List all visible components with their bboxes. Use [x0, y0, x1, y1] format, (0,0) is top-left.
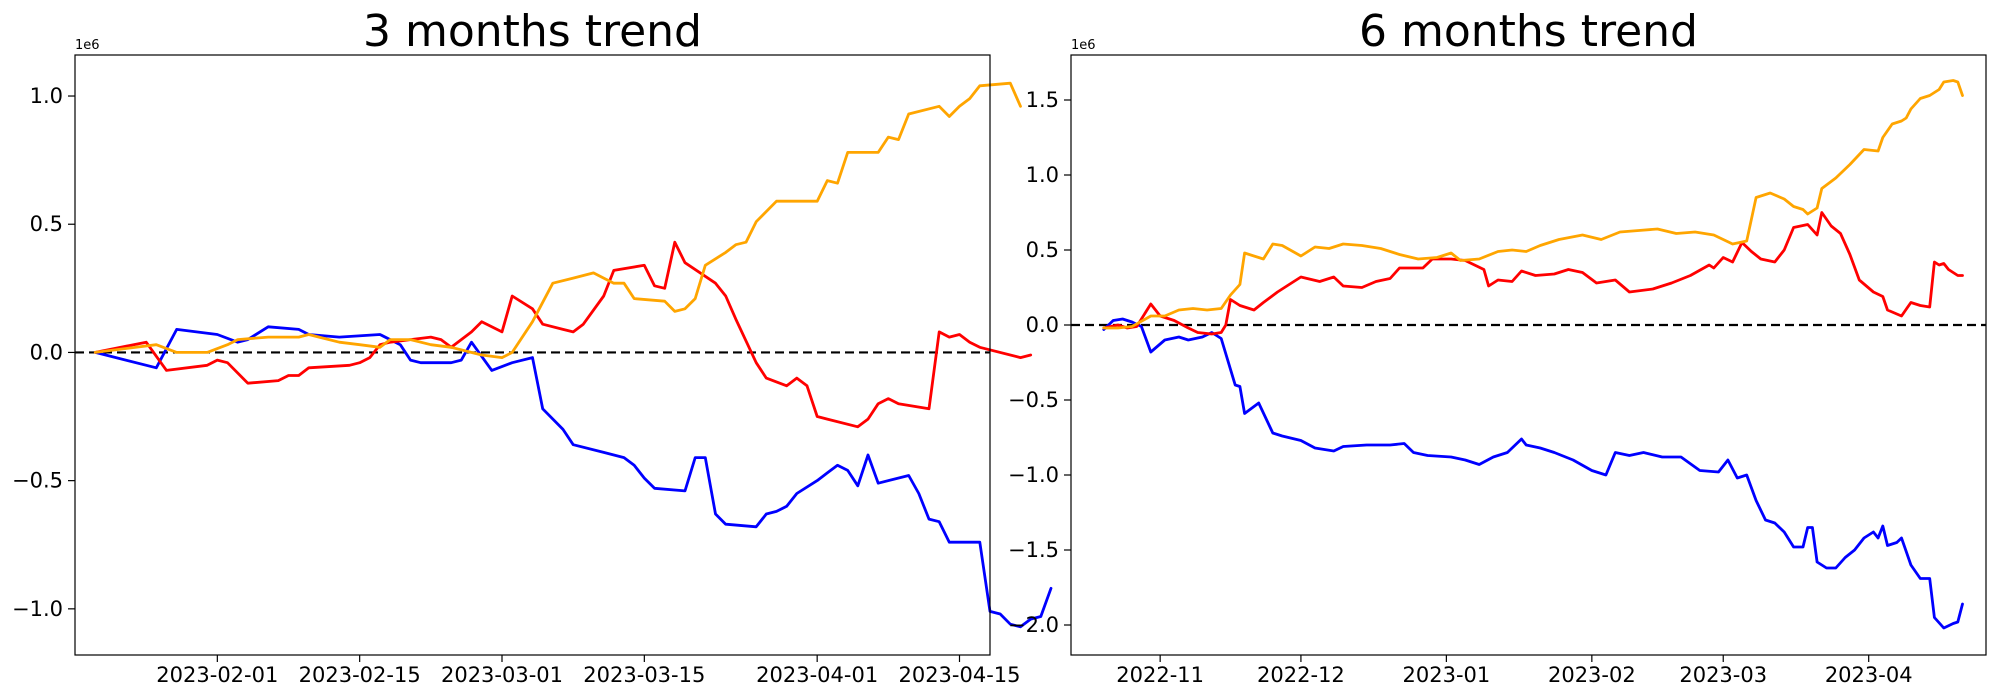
y-tick-label: −1.0 — [1008, 463, 1059, 487]
x-tick-label: 2023-04-15 — [898, 663, 1020, 687]
y-tick-label: −1.0 — [12, 597, 63, 621]
chart-title: 6 months trend — [1359, 6, 1698, 57]
x-tick-label: 2023-03-01 — [441, 663, 563, 687]
series-line-red — [1102, 211, 1964, 336]
x-tick-label: 2023-02-01 — [156, 663, 278, 687]
y-tick-label: −0.5 — [12, 469, 63, 493]
chart-3-months: 3 months trend 1e6 1.0 0.5 0.0 −0.5 −1.0 2023-0… — [12, 6, 1053, 687]
series-line-orange — [1102, 79, 1964, 330]
y-tick-label: −1.5 — [1008, 538, 1059, 562]
plot-frame — [1070, 54, 1987, 656]
y-tick-label: 0.0 — [1026, 313, 1059, 337]
y-tick-label: −0.5 — [1008, 388, 1059, 412]
x-tick-label: 2023-01 — [1403, 663, 1491, 687]
y-tick-label: 1.5 — [1026, 88, 1059, 112]
chart-6-months: 6 months trend 1e6 1.5 1.0 0.5 0.0 −0.5 −1.0 −1.… — [1008, 6, 1987, 687]
x-tick-label: 2023-02-15 — [299, 663, 421, 687]
x-tick-label: 2023-04-01 — [756, 663, 878, 687]
y-axis-multiplier: 1e6 — [75, 38, 100, 53]
x-tick-label: 2022-11 — [1116, 663, 1204, 687]
y-tick-label: 0.5 — [30, 212, 63, 236]
y-tick-label: 0.5 — [1026, 238, 1059, 262]
y-tick-label: −2.0 — [1008, 613, 1059, 637]
y-axis-multiplier: 1e6 — [1071, 38, 1096, 53]
x-tick-label: 2023-02 — [1548, 663, 1636, 687]
plot-frame — [74, 54, 991, 656]
x-tick-label: 2023-03 — [1679, 663, 1767, 687]
series-line-orange — [93, 81, 1022, 359]
y-tick-label: 1.0 — [1026, 163, 1059, 187]
y-tick-label: 0.0 — [30, 340, 63, 364]
x-tick-label: 2023-03-15 — [583, 663, 705, 687]
series-line-red — [93, 240, 1033, 429]
x-tick-label: 2023-04 — [1825, 663, 1913, 687]
series-line-blue — [93, 325, 1053, 629]
chart-title: 3 months trend — [363, 6, 702, 57]
y-tick-label: 1.0 — [30, 84, 63, 108]
x-tick-label: 2022-12 — [1257, 663, 1345, 687]
series-line-blue — [1102, 317, 1964, 630]
